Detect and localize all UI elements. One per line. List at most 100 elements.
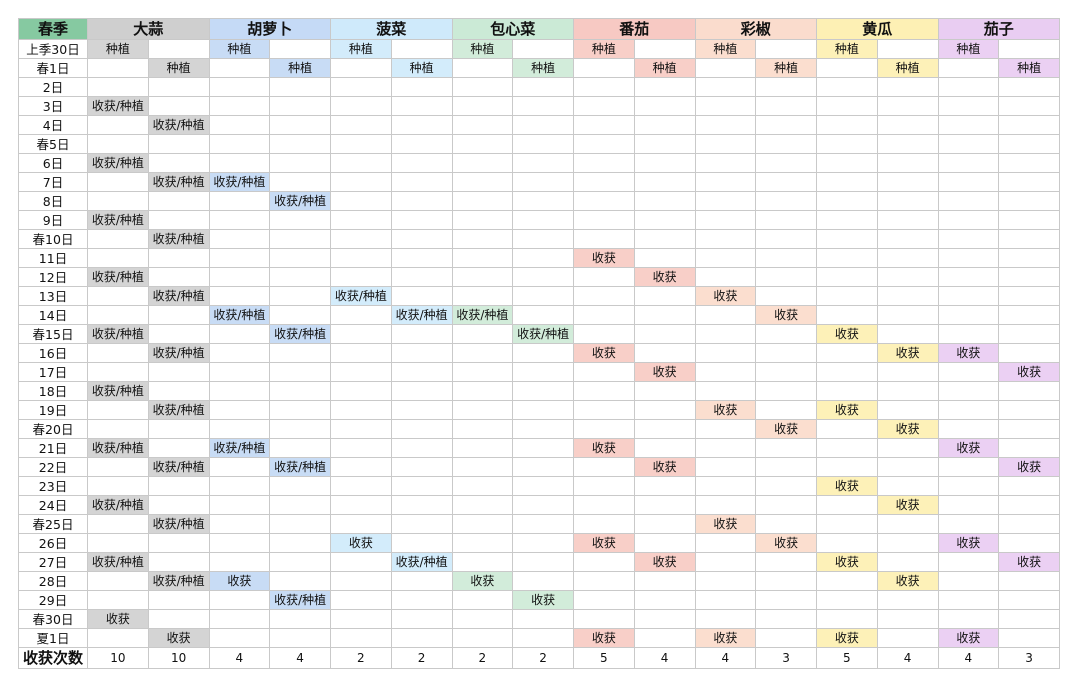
schedule-cell — [330, 267, 392, 287]
schedule-cell — [330, 343, 392, 363]
schedule-cell — [755, 514, 817, 534]
schedule-cell: 收获/种植 — [512, 324, 574, 344]
schedule-cell — [998, 134, 1060, 154]
day-label: 上季30日 — [18, 39, 88, 59]
schedule-cell — [330, 476, 392, 496]
schedule-cell — [87, 400, 149, 420]
schedule-cell — [208, 267, 271, 287]
schedule-cell — [876, 191, 939, 211]
schedule-cell — [451, 419, 514, 439]
schedule-cell — [512, 609, 574, 629]
schedule-cell — [390, 77, 453, 97]
schedule-cell — [208, 324, 271, 344]
schedule-cell — [937, 77, 1000, 97]
day-row: 21日 收获/种植 收获/种植 收获 收获 — [18, 438, 1060, 458]
schedule-cell — [876, 172, 939, 192]
schedule-cell — [573, 229, 635, 249]
schedule-cell — [390, 400, 453, 420]
schedule-cell — [208, 362, 271, 382]
day-row: 26日 收获 收获 收获 收获 — [18, 533, 1060, 553]
schedule-cell — [451, 96, 514, 116]
schedule-cell — [816, 229, 878, 249]
crop-header: 番茄 — [573, 18, 696, 40]
schedule-cell — [87, 58, 149, 78]
schedule-cell — [451, 229, 514, 249]
schedule-cell — [390, 438, 453, 458]
schedule-cell: 收获 — [937, 343, 1000, 363]
day-label: 24日 — [18, 495, 88, 515]
schedule-cell — [390, 457, 453, 477]
schedule-cell: 收获 — [998, 457, 1060, 477]
schedule-cell — [755, 400, 817, 420]
schedule-cell — [512, 495, 574, 515]
schedule-cell — [330, 191, 392, 211]
schedule-cell — [694, 571, 757, 591]
schedule-cell: 收获/种植 — [147, 286, 210, 306]
schedule-cell — [694, 552, 757, 572]
schedule-cell — [816, 96, 878, 116]
schedule-cell — [633, 609, 696, 629]
schedule-cell — [269, 400, 331, 420]
schedule-cell — [451, 343, 514, 363]
schedule-cell: 收获/种植 — [208, 172, 271, 192]
schedule-cell — [694, 172, 757, 192]
schedule-cell — [998, 267, 1060, 287]
schedule-cell — [998, 571, 1060, 591]
schedule-cell — [937, 210, 1000, 230]
schedule-cell: 收获 — [755, 305, 817, 325]
day-row: 17日 收获 收获 — [18, 362, 1060, 382]
crop-header: 黄瓜 — [816, 18, 939, 40]
schedule-cell — [816, 609, 878, 629]
schedule-cell — [633, 39, 696, 59]
schedule-cell — [876, 533, 939, 553]
schedule-cell — [694, 324, 757, 344]
schedule-cell — [451, 210, 514, 230]
schedule-cell — [998, 115, 1060, 135]
schedule-cell — [512, 476, 574, 496]
schedule-cell: 种植 — [755, 58, 817, 78]
schedule-cell — [937, 571, 1000, 591]
schedule-cell — [755, 571, 817, 591]
schedule-cell — [330, 305, 392, 325]
schedule-cell — [269, 229, 331, 249]
schedule-cell — [876, 609, 939, 629]
schedule-cell — [633, 286, 696, 306]
schedule-cell — [633, 77, 696, 97]
schedule-cell: 收获 — [694, 628, 757, 648]
schedule-cell: 种植 — [87, 39, 149, 59]
schedule-cell — [208, 533, 271, 553]
schedule-cell: 种植 — [694, 39, 757, 59]
schedule-cell — [208, 286, 271, 306]
day-row: 春5日 — [18, 134, 1060, 154]
schedule-cell: 收获 — [694, 400, 757, 420]
schedule-cell — [147, 210, 210, 230]
schedule-cell — [451, 324, 514, 344]
schedule-cell — [998, 172, 1060, 192]
schedule-cell: 收获/种植 — [451, 305, 514, 325]
schedule-cell: 收获/种植 — [87, 210, 149, 230]
schedule-cell: 收获 — [876, 571, 939, 591]
schedule-cell — [876, 229, 939, 249]
schedule-cell — [269, 172, 331, 192]
harvest-count-value: 2 — [330, 647, 392, 669]
schedule-cell — [937, 552, 1000, 572]
schedule-cell — [390, 134, 453, 154]
day-label: 17日 — [18, 362, 88, 382]
harvest-count-value: 3 — [998, 647, 1060, 669]
schedule-cell — [998, 96, 1060, 116]
schedule-cell — [816, 58, 878, 78]
schedule-cell — [816, 134, 878, 154]
header-row: 春季 大蒜 胡萝卜 菠菜 包心菜 番茄 彩椒 黄瓜 茄子 — [18, 18, 1060, 40]
schedule-cell — [390, 39, 453, 59]
schedule-cell — [390, 267, 453, 287]
harvest-count-value: 2 — [512, 647, 574, 669]
schedule-cell — [147, 191, 210, 211]
schedule-cell — [269, 438, 331, 458]
schedule-cell — [269, 552, 331, 572]
schedule-cell — [755, 153, 817, 173]
schedule-cell — [330, 438, 392, 458]
schedule-cell: 收获 — [573, 533, 635, 553]
schedule-cell — [816, 248, 878, 268]
schedule-cell: 种植 — [998, 58, 1060, 78]
schedule-cell: 种植 — [269, 58, 331, 78]
